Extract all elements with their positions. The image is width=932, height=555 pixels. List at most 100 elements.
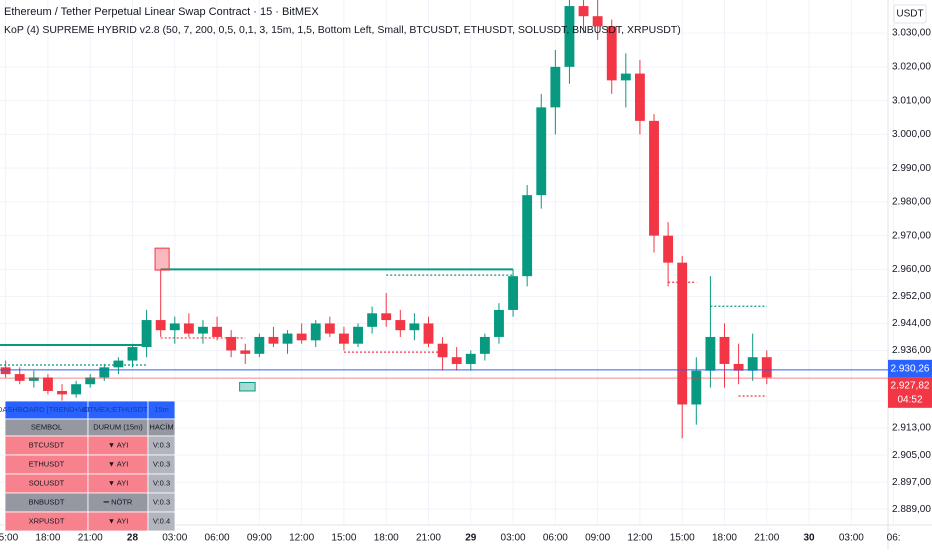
candle-body xyxy=(212,326,222,337)
y-tick-label: 2.970,00 xyxy=(892,230,931,241)
x-tick-label: 03:00 xyxy=(501,533,526,544)
candle-body xyxy=(127,347,138,361)
x-tick-label: 15:00 xyxy=(670,533,695,544)
candle-body xyxy=(324,323,335,334)
x-tick-label: 12:00 xyxy=(289,533,314,544)
candle-body xyxy=(226,336,237,351)
x-tick-label: 18:00 xyxy=(712,533,737,544)
candle-body xyxy=(99,367,110,378)
table-text: V:0.3 xyxy=(153,497,170,506)
candle-body xyxy=(747,357,758,371)
table-text: ▼ AYI xyxy=(108,440,129,449)
x-tick-label: 03:00 xyxy=(162,533,187,544)
table-text: BITMEX:ETHUSDT.P xyxy=(82,405,154,414)
candle-body xyxy=(85,377,96,385)
table-text: V:0.3 xyxy=(153,459,170,468)
candle-body xyxy=(198,326,208,334)
candle-body xyxy=(719,336,730,364)
candle-body xyxy=(465,353,476,364)
indicator-label: KoP (4) SUPREME HYBRID v2.8 (50, 7, 200,… xyxy=(4,24,681,36)
table-text: BNBUSDT xyxy=(29,497,65,506)
candle-body xyxy=(564,6,575,67)
x-tick-label: 06:00 xyxy=(543,533,568,544)
table-text: V:0.4 xyxy=(153,516,170,525)
table-text: ▼ AYI xyxy=(108,516,129,525)
x-tick-label: 21:00 xyxy=(754,533,779,544)
candle-body xyxy=(733,363,744,371)
x-tick-label: 18:00 xyxy=(374,533,399,544)
x-tick-label: 30 xyxy=(804,533,816,544)
candle-body xyxy=(141,320,152,348)
table-text: BTCUSDT xyxy=(29,440,65,449)
table-text: SOLUSDT xyxy=(29,478,65,487)
table-cell xyxy=(147,511,176,532)
candle-body xyxy=(536,107,547,196)
candle-body xyxy=(367,313,378,327)
x-tick-label: 21:00 xyxy=(416,533,441,544)
y-tick-label: 2.889,00 xyxy=(892,504,931,515)
zone-box xyxy=(154,247,170,271)
table-text: ═ NÖTR xyxy=(103,497,133,506)
candle-body xyxy=(761,357,772,378)
candle-body xyxy=(423,323,434,344)
last-price-label: 2.930,26 xyxy=(891,363,930,374)
x-tick-label: 09:00 xyxy=(247,533,272,544)
candle-body xyxy=(353,326,363,344)
candle-body xyxy=(522,195,533,277)
currency-box[interactable] xyxy=(893,4,927,24)
candle-body xyxy=(268,336,279,344)
candle-body xyxy=(451,357,462,364)
candle-body xyxy=(395,320,406,331)
y-tick-label: 2.990,00 xyxy=(892,163,931,174)
candle-body xyxy=(381,313,392,321)
table-text: ▼ AYI xyxy=(108,478,129,487)
close-price-box xyxy=(888,377,932,408)
candle-body xyxy=(0,367,11,375)
candle-body xyxy=(634,73,645,121)
candle-body xyxy=(437,343,448,358)
table-text: 15m xyxy=(154,405,169,414)
candle-body xyxy=(240,350,251,354)
countdown: 04:52 xyxy=(897,394,922,405)
x-tick-label: 06: xyxy=(887,533,901,544)
table-text: DASHBOARD [TREND+VOL] xyxy=(0,405,96,414)
currency: USDT xyxy=(896,9,923,20)
candle-body xyxy=(691,370,702,405)
y-tick-label: 2.960,00 xyxy=(892,264,931,275)
table-text: V:0.3 xyxy=(153,440,170,449)
candle-body xyxy=(282,333,293,344)
y-tick-label: 2.980,00 xyxy=(892,197,931,208)
candle-body xyxy=(479,336,490,354)
x-tick-label: 03:00 xyxy=(839,533,864,544)
candle-body xyxy=(169,323,180,331)
candle-body xyxy=(409,323,420,331)
y-tick-label: 2.944,00 xyxy=(892,318,931,329)
table-text: XRPUSDT xyxy=(29,516,65,525)
table-text: ETHUSDT xyxy=(29,459,65,468)
candle-body xyxy=(592,16,603,27)
candle-body xyxy=(113,360,124,368)
y-tick-label: 3.020,00 xyxy=(892,61,931,72)
chart-title: Ethereum / Tether Perpetual Linear Swap … xyxy=(4,6,319,18)
candle-body xyxy=(338,333,349,344)
zone-box xyxy=(239,382,256,392)
candle-body xyxy=(155,320,166,331)
x-tick-label: 18:00 xyxy=(35,533,60,544)
close-price-label: 2.927,82 xyxy=(891,380,930,391)
x-tick-label: 12:00 xyxy=(627,533,652,544)
dashboard-table: DASHBOARD [TREND+VOL]BITMEX:ETHUSDT.P 15m… xyxy=(0,400,176,532)
candle-body xyxy=(42,377,53,391)
last-price-box xyxy=(888,359,932,378)
candle-body xyxy=(296,333,307,341)
candle-body xyxy=(310,323,321,341)
candle-body xyxy=(705,336,716,371)
x-tick-label: 15:00 xyxy=(331,533,356,544)
table-text: V:0.3 xyxy=(153,478,170,487)
table-text: ▼ AYI xyxy=(108,459,129,468)
table-text: SEMBOL xyxy=(31,422,62,431)
y-tick-label: 3.010,00 xyxy=(892,95,931,106)
y-tick-label: 2.936,00 xyxy=(892,345,931,356)
y-tick-label: 2.952,00 xyxy=(892,291,931,302)
candle-body xyxy=(620,73,631,81)
table-text: DURUM (15m) xyxy=(93,422,143,431)
